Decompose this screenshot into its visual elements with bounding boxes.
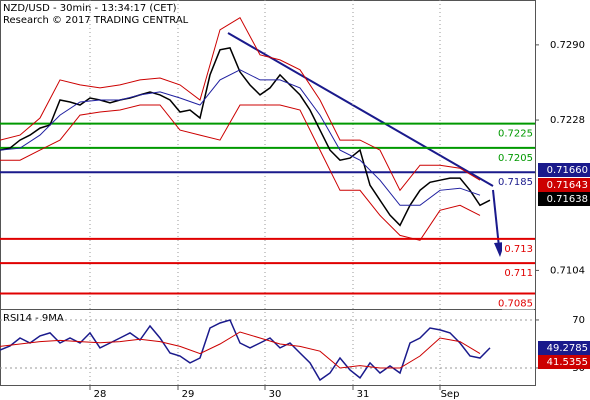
last-value-label: 0.71638 <box>547 194 588 205</box>
level-label-bg <box>502 126 534 140</box>
level-label: 0.7185 <box>498 177 533 188</box>
arrow-shaft <box>492 189 500 248</box>
y-tick-label: 0.7290 <box>550 40 585 51</box>
y-tick-label: 0.7228 <box>550 115 585 126</box>
series-line <box>0 104 481 241</box>
rsi-panel <box>0 309 536 386</box>
last-value-box <box>538 178 590 192</box>
series-line <box>0 17 481 192</box>
last-value-label: 41.5355 <box>547 357 588 368</box>
x-tick-label: Sep <box>441 389 460 400</box>
level-label: 0.7225 <box>498 129 533 140</box>
level-label: 0.713 <box>504 244 533 255</box>
level-label-bg <box>502 150 534 164</box>
trend-line <box>227 32 494 187</box>
last-value-box <box>538 355 590 369</box>
x-tick-label: 29 <box>182 389 195 400</box>
x-tick-label: 30 <box>269 389 282 400</box>
x-tick-label: 28 <box>94 389 107 400</box>
y-tick-label: 0.7104 <box>550 265 585 276</box>
level-label: 0.7085 <box>498 298 533 309</box>
last-value-box <box>538 341 590 355</box>
chart-subtitle: Research © 2017 TRADING CENTRAL <box>3 15 189 26</box>
level-label: 0.711 <box>504 268 533 279</box>
level-label-bg <box>502 241 534 255</box>
last-value-label: 49.2785 <box>547 343 588 354</box>
last-value-label: 0.71643 <box>547 180 588 191</box>
y-tick-label: 70 <box>572 315 585 326</box>
level-label-bg <box>502 175 534 189</box>
last-value-label: 0.71660 <box>547 165 588 176</box>
series-line <box>0 47 491 227</box>
level-label-bg <box>502 266 534 280</box>
rsi-title: RSI14 - 9MA <box>3 313 64 324</box>
series-line <box>0 69 481 206</box>
last-value-box <box>538 163 590 177</box>
x-tick-label: 31 <box>357 389 370 400</box>
level-label-bg <box>502 296 534 310</box>
series-line <box>0 331 481 369</box>
level-label: 0.7205 <box>498 153 533 164</box>
last-value-box <box>538 192 590 206</box>
